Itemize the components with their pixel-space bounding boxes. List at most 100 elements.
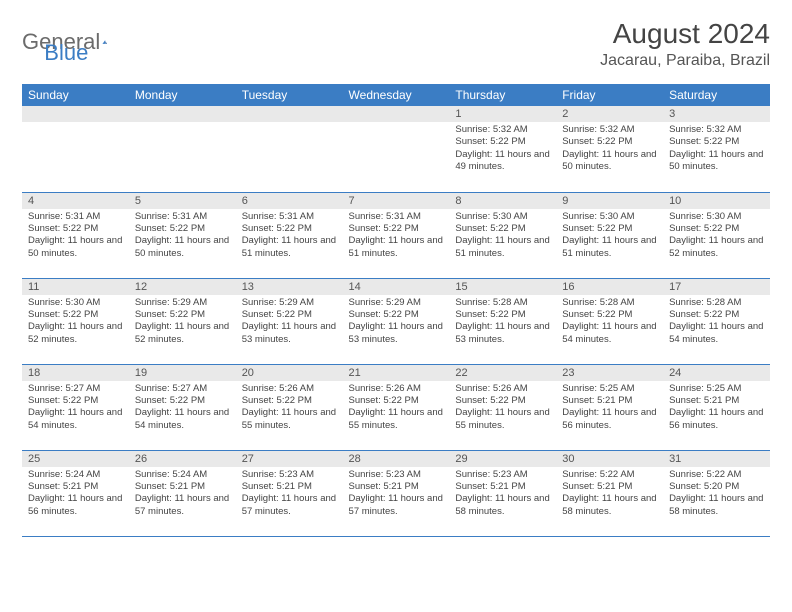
day-detail-line: Daylight: 11 hours and 58 minutes. xyxy=(562,493,657,518)
calendar-week-row: 11Sunrise: 5:30 AMSunset: 5:22 PMDayligh… xyxy=(22,278,770,364)
brand-logo: General Blue xyxy=(22,18,88,66)
day-detail-line: Sunrise: 5:24 AM xyxy=(135,469,230,481)
day-detail-line: Daylight: 11 hours and 50 minutes. xyxy=(562,149,657,174)
day-details: Sunrise: 5:26 AMSunset: 5:22 PMDaylight:… xyxy=(236,381,343,436)
day-detail-line: Sunrise: 5:22 AM xyxy=(669,469,764,481)
day-detail-line: Daylight: 11 hours and 53 minutes. xyxy=(455,321,550,346)
day-number: 15 xyxy=(449,279,556,295)
day-details xyxy=(343,122,450,128)
day-detail-line: Sunrise: 5:27 AM xyxy=(135,383,230,395)
day-details: Sunrise: 5:26 AMSunset: 5:22 PMDaylight:… xyxy=(449,381,556,436)
weekday-header: Thursday xyxy=(449,84,556,106)
calendar-cell: 27Sunrise: 5:23 AMSunset: 5:21 PMDayligh… xyxy=(236,450,343,536)
day-details: Sunrise: 5:23 AMSunset: 5:21 PMDaylight:… xyxy=(236,467,343,522)
calendar-week-row: 18Sunrise: 5:27 AMSunset: 5:22 PMDayligh… xyxy=(22,364,770,450)
day-detail-line: Daylight: 11 hours and 54 minutes. xyxy=(669,321,764,346)
day-detail-line: Sunrise: 5:30 AM xyxy=(669,211,764,223)
day-number: 7 xyxy=(343,193,450,209)
day-details: Sunrise: 5:25 AMSunset: 5:21 PMDaylight:… xyxy=(663,381,770,436)
day-number: 6 xyxy=(236,193,343,209)
calendar-week-row: 4Sunrise: 5:31 AMSunset: 5:22 PMDaylight… xyxy=(22,192,770,278)
day-details: Sunrise: 5:31 AMSunset: 5:22 PMDaylight:… xyxy=(22,209,129,264)
day-detail-line: Daylight: 11 hours and 56 minutes. xyxy=(669,407,764,432)
day-detail-line: Sunrise: 5:25 AM xyxy=(562,383,657,395)
day-detail-line: Sunset: 5:21 PM xyxy=(669,395,764,407)
brand-part2: Blue xyxy=(44,40,88,66)
calendar-week-row: 1Sunrise: 5:32 AMSunset: 5:22 PMDaylight… xyxy=(22,106,770,192)
weekday-header-row: Sunday Monday Tuesday Wednesday Thursday… xyxy=(22,84,770,106)
day-detail-line: Sunset: 5:22 PM xyxy=(349,395,444,407)
day-number: 10 xyxy=(663,193,770,209)
calendar-cell xyxy=(22,106,129,192)
calendar-cell: 15Sunrise: 5:28 AMSunset: 5:22 PMDayligh… xyxy=(449,278,556,364)
day-detail-line: Sunrise: 5:22 AM xyxy=(562,469,657,481)
month-title: August 2024 xyxy=(600,18,770,50)
day-details: Sunrise: 5:30 AMSunset: 5:22 PMDaylight:… xyxy=(663,209,770,264)
day-detail-line: Daylight: 11 hours and 57 minutes. xyxy=(349,493,444,518)
day-detail-line: Daylight: 11 hours and 58 minutes. xyxy=(669,493,764,518)
day-details: Sunrise: 5:29 AMSunset: 5:22 PMDaylight:… xyxy=(129,295,236,350)
calendar-cell: 21Sunrise: 5:26 AMSunset: 5:22 PMDayligh… xyxy=(343,364,450,450)
day-detail-line: Sunrise: 5:23 AM xyxy=(349,469,444,481)
sail-icon xyxy=(102,33,107,51)
day-detail-line: Sunrise: 5:26 AM xyxy=(242,383,337,395)
calendar-cell: 29Sunrise: 5:23 AMSunset: 5:21 PMDayligh… xyxy=(449,450,556,536)
day-detail-line: Sunset: 5:21 PM xyxy=(28,481,123,493)
day-detail-line: Daylight: 11 hours and 52 minutes. xyxy=(28,321,123,346)
calendar-cell: 18Sunrise: 5:27 AMSunset: 5:22 PMDayligh… xyxy=(22,364,129,450)
calendar-cell: 16Sunrise: 5:28 AMSunset: 5:22 PMDayligh… xyxy=(556,278,663,364)
day-detail-line: Daylight: 11 hours and 58 minutes. xyxy=(455,493,550,518)
day-detail-line: Daylight: 11 hours and 54 minutes. xyxy=(135,407,230,432)
day-detail-line: Sunset: 5:21 PM xyxy=(562,395,657,407)
calendar-cell: 7Sunrise: 5:31 AMSunset: 5:22 PMDaylight… xyxy=(343,192,450,278)
day-details: Sunrise: 5:29 AMSunset: 5:22 PMDaylight:… xyxy=(343,295,450,350)
day-number xyxy=(236,106,343,122)
day-number: 26 xyxy=(129,451,236,467)
calendar-cell: 10Sunrise: 5:30 AMSunset: 5:22 PMDayligh… xyxy=(663,192,770,278)
calendar-cell: 30Sunrise: 5:22 AMSunset: 5:21 PMDayligh… xyxy=(556,450,663,536)
day-number: 27 xyxy=(236,451,343,467)
weekday-header: Friday xyxy=(556,84,663,106)
calendar-cell: 22Sunrise: 5:26 AMSunset: 5:22 PMDayligh… xyxy=(449,364,556,450)
day-detail-line: Sunset: 5:22 PM xyxy=(135,309,230,321)
calendar-cell: 14Sunrise: 5:29 AMSunset: 5:22 PMDayligh… xyxy=(343,278,450,364)
day-detail-line: Sunset: 5:22 PM xyxy=(28,223,123,235)
day-detail-line: Daylight: 11 hours and 51 minutes. xyxy=(349,235,444,260)
calendar-body: 1Sunrise: 5:32 AMSunset: 5:22 PMDaylight… xyxy=(22,106,770,536)
day-detail-line: Sunset: 5:22 PM xyxy=(135,223,230,235)
calendar-table: Sunday Monday Tuesday Wednesday Thursday… xyxy=(22,84,770,537)
weekday-header: Sunday xyxy=(22,84,129,106)
day-details xyxy=(22,122,129,128)
day-detail-line: Sunset: 5:22 PM xyxy=(669,223,764,235)
day-detail-line: Sunrise: 5:29 AM xyxy=(135,297,230,309)
day-detail-line: Daylight: 11 hours and 56 minutes. xyxy=(562,407,657,432)
day-details: Sunrise: 5:23 AMSunset: 5:21 PMDaylight:… xyxy=(343,467,450,522)
day-detail-line: Sunset: 5:22 PM xyxy=(455,395,550,407)
day-detail-line: Sunset: 5:22 PM xyxy=(242,395,337,407)
day-details: Sunrise: 5:32 AMSunset: 5:22 PMDaylight:… xyxy=(663,122,770,177)
day-details: Sunrise: 5:32 AMSunset: 5:22 PMDaylight:… xyxy=(449,122,556,177)
calendar-cell: 4Sunrise: 5:31 AMSunset: 5:22 PMDaylight… xyxy=(22,192,129,278)
day-number xyxy=(129,106,236,122)
day-number: 19 xyxy=(129,365,236,381)
day-details: Sunrise: 5:23 AMSunset: 5:21 PMDaylight:… xyxy=(449,467,556,522)
day-detail-line: Sunset: 5:21 PM xyxy=(349,481,444,493)
day-details: Sunrise: 5:29 AMSunset: 5:22 PMDaylight:… xyxy=(236,295,343,350)
day-detail-line: Sunset: 5:22 PM xyxy=(562,309,657,321)
day-details: Sunrise: 5:28 AMSunset: 5:22 PMDaylight:… xyxy=(556,295,663,350)
day-detail-line: Sunset: 5:22 PM xyxy=(562,136,657,148)
calendar-cell: 25Sunrise: 5:24 AMSunset: 5:21 PMDayligh… xyxy=(22,450,129,536)
day-detail-line: Daylight: 11 hours and 55 minutes. xyxy=(242,407,337,432)
calendar-cell: 5Sunrise: 5:31 AMSunset: 5:22 PMDaylight… xyxy=(129,192,236,278)
day-detail-line: Sunset: 5:21 PM xyxy=(562,481,657,493)
day-details: Sunrise: 5:28 AMSunset: 5:22 PMDaylight:… xyxy=(663,295,770,350)
day-detail-line: Daylight: 11 hours and 51 minutes. xyxy=(455,235,550,260)
day-detail-line: Sunrise: 5:30 AM xyxy=(28,297,123,309)
location: Jacarau, Paraiba, Brazil xyxy=(600,52,770,70)
day-detail-line: Sunset: 5:22 PM xyxy=(28,395,123,407)
day-details: Sunrise: 5:26 AMSunset: 5:22 PMDaylight:… xyxy=(343,381,450,436)
day-detail-line: Sunrise: 5:32 AM xyxy=(562,124,657,136)
day-detail-line: Sunrise: 5:31 AM xyxy=(28,211,123,223)
day-detail-line: Sunset: 5:22 PM xyxy=(669,136,764,148)
day-number xyxy=(343,106,450,122)
